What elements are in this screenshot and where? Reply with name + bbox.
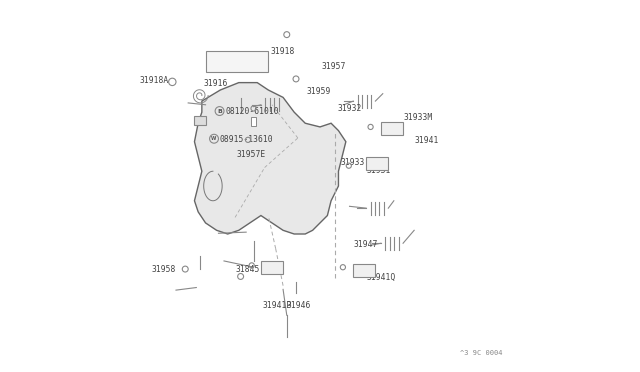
Bar [381,122,403,135]
Text: 31941: 31941 [414,137,438,145]
Text: 08915-13610: 08915-13610 [220,135,273,144]
Polygon shape [195,83,346,234]
Text: 31959: 31959 [307,87,331,96]
Text: W: W [211,136,217,141]
Text: 31958: 31958 [152,264,177,273]
Text: 31941P: 31941P [263,301,292,311]
Text: 31957E: 31957E [237,150,266,159]
Bar [366,157,388,170]
Text: 31931: 31931 [366,166,390,175]
Bar [261,261,283,274]
Text: 31947: 31947 [354,240,378,249]
Text: 31941Q: 31941Q [366,273,396,282]
Text: B: B [217,109,222,113]
Text: 31933: 31933 [340,157,365,167]
Text: 31918A: 31918A [140,76,169,85]
Text: 31918: 31918 [270,47,294,56]
Text: 08120-61010: 08120-61010 [226,107,280,116]
Text: 31932: 31932 [337,104,362,113]
Text: ^3 9C 0004: ^3 9C 0004 [460,350,503,356]
Bar [194,116,206,125]
Bar [353,264,376,278]
Bar [252,116,256,126]
Text: 31957: 31957 [322,61,346,71]
Text: 31946: 31946 [287,301,311,311]
Text: 31845: 31845 [235,264,259,273]
Bar [205,51,268,71]
Text: 31933M: 31933M [403,113,433,122]
Text: 31916: 31916 [204,79,228,88]
